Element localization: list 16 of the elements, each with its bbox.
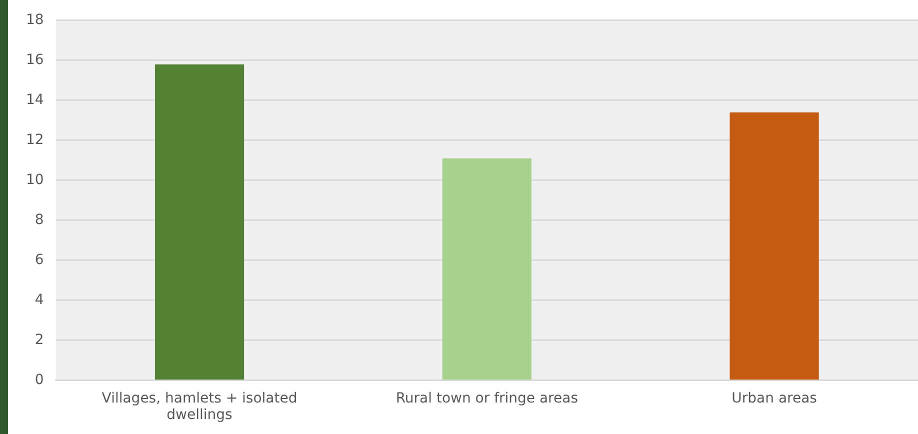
x-tick-label: Villages, hamlets + isolated dwellings <box>102 390 298 424</box>
y-tick-label: 12 <box>26 132 44 148</box>
bar <box>154 64 244 380</box>
y-tick-label: 18 <box>26 12 44 28</box>
y-tick-label: 14 <box>26 92 44 108</box>
y-tick-label: 4 <box>34 292 44 308</box>
bar <box>442 158 532 380</box>
y-tick-label: 16 <box>26 52 44 68</box>
bar <box>730 112 819 380</box>
y-tick-label: 2 <box>34 332 44 348</box>
y-tick-label: 0 <box>34 372 44 388</box>
y-tick-label: 8 <box>34 212 44 228</box>
y-tick-label: 6 <box>34 252 44 268</box>
y-tick-label: 10 <box>26 172 44 188</box>
x-tick-label: Rural town or fringe areas <box>396 390 578 406</box>
x-tick-label: Urban areas <box>732 390 817 406</box>
